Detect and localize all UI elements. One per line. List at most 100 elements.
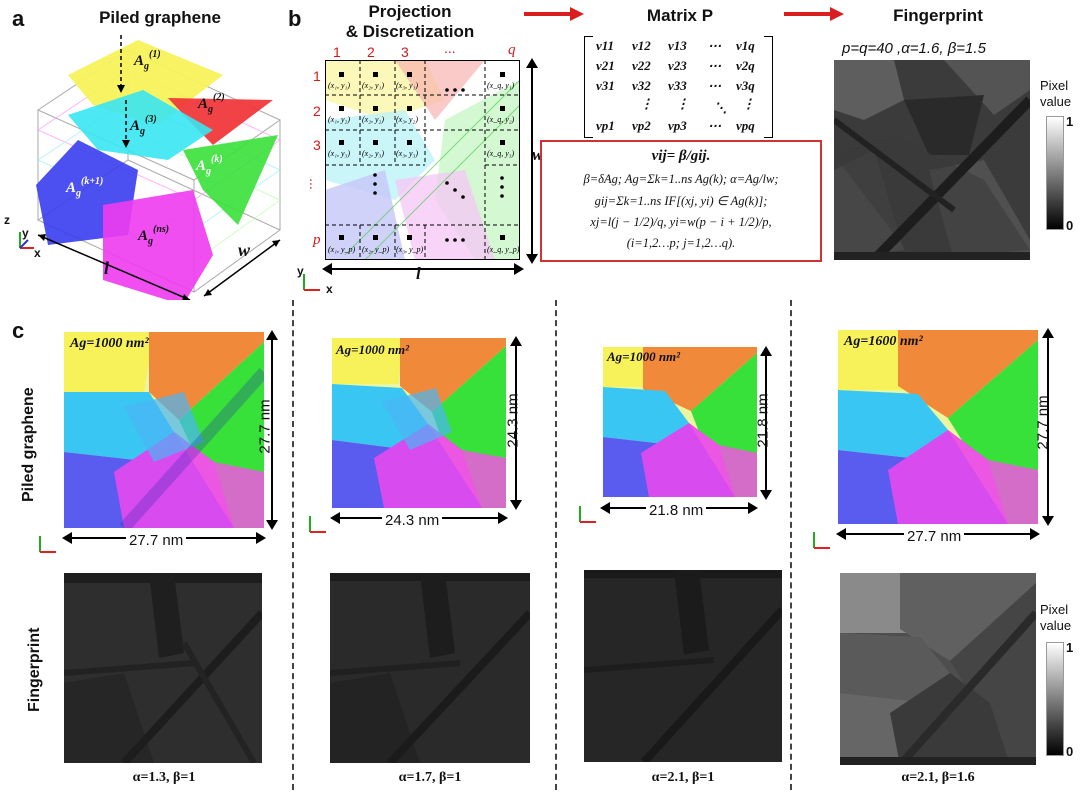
m-2-0: v31 (596, 78, 615, 93)
colorbar-title-2-c: value (1040, 618, 1072, 633)
m-4-2: vp3 (668, 118, 687, 133)
svg-text:(x_q, y₂): (x_q, y₂) (487, 115, 515, 124)
m-1-4: v2q (736, 58, 755, 73)
dim-h-label-1: 27.7 nm (126, 532, 187, 549)
separator-3 (790, 300, 792, 790)
colorbar-title-1-c: Pixel (1040, 602, 1069, 617)
dim-h-label-4: 27.7 nm (904, 528, 965, 545)
svg-text:(x₁, y₃): (x₁, y₃) (328, 149, 350, 158)
fingerprint-1 (64, 573, 262, 763)
dim-h-label-2: 24.3 nm (382, 512, 443, 529)
dim-v-arrow-1 (266, 330, 278, 530)
m-2-4: v3q (736, 78, 755, 93)
row-label-2: 2 (313, 103, 321, 119)
m-0-0: v11 (596, 38, 615, 53)
colorbar-b (1046, 116, 1064, 230)
area-label-1: Ag=1000 nm² (70, 336, 149, 351)
m-4-0: vp1 (596, 118, 615, 133)
area-label-4: Ag=1600 nm² (844, 334, 923, 349)
fingerprint-3 (584, 570, 782, 762)
axes-b (303, 274, 320, 291)
m-2-1: v32 (632, 78, 651, 93)
svg-text:(x_q, y₁): (x_q, y₁) (487, 81, 515, 90)
m-2-3: ⋯ (708, 78, 721, 93)
formula-xy: xj=l(j − 1/2)/q, yi=w(p − i + 1/2)/p, (590, 215, 772, 229)
layer-3-cyan (68, 90, 213, 160)
row-label-1: 1 (313, 68, 321, 84)
m-4-3: ⋯ (708, 118, 721, 133)
m-3-2: ⋱ (714, 100, 727, 115)
piled-graphene-1: Ag=1000 nm² (64, 332, 264, 528)
colorbar-min-c: 0 (1066, 744, 1074, 759)
dim-v-label-4: 27.7 nm (1034, 395, 1052, 450)
svg-text:(x₃, y₃): (x₃, y₃) (396, 149, 418, 158)
axis-y-a: y (22, 226, 29, 240)
panel-a-title: Piled graphene (99, 8, 221, 27)
fingerprint-b (834, 60, 1030, 260)
matrix-p: v11 v12 v13 ⋯ v1q v21 v22 v23 ⋯ v2q v31 … (596, 38, 766, 138)
dim-v-label-2: 24.3 nm (504, 393, 522, 448)
svg-text:(x₁, y₂): (x₁, y₂) (328, 115, 350, 124)
caption-1: α=1.3, β=1 (132, 770, 196, 785)
fingerprint-4 (840, 573, 1036, 765)
caption-4: α=2.1, β=1.6 (901, 770, 975, 785)
piled-graphene-3: Ag=1000 nm² (603, 347, 757, 497)
dim-w-b: w (532, 145, 544, 164)
axes-c-1 (39, 536, 56, 553)
svg-text:(x₁, y_p): (x₁, y_p) (328, 245, 356, 254)
col-label-dots: ... (444, 40, 456, 56)
caption-2: α=1.7, β=1 (398, 770, 462, 785)
m-1-2: v23 (668, 58, 687, 73)
dim-v-arrow-4 (1042, 328, 1054, 526)
piled-graphene-3d: Ag(1) Ag(2) Ag(3) Ag(k) Ag(k+1) Ag(ns) (19, 35, 282, 300)
m-3-0: ⋮ (640, 96, 653, 111)
m-4-1: vp2 (632, 118, 651, 133)
colorbar-min-b: 0 (1066, 218, 1074, 233)
area-label-3: Ag=1000 nm² (607, 349, 681, 364)
row-label-p: p (313, 232, 321, 248)
formula-gij: gij=Σk=1..ns IF[(xj, yi) ∈ Ag(k)]; (594, 194, 768, 208)
colorbar-max-c: 1 (1066, 640, 1074, 655)
dim-v-label-3: 21.8 nm (754, 393, 772, 448)
row-label-fingerprint: Fingerprint (26, 627, 43, 712)
step-projection: Projection (368, 2, 452, 21)
m-0-1: v12 (632, 38, 651, 53)
axis-z-a: z (4, 213, 10, 227)
fingerprint-2 (330, 573, 530, 763)
arrow-2 (784, 7, 844, 21)
svg-text:(x_q, y_p): (x_q, y_p) (487, 245, 520, 254)
m-0-2: v13 (668, 38, 687, 53)
dim-w-a: w (238, 240, 251, 260)
dim-l-a: l (104, 258, 110, 278)
axes-c-2 (309, 516, 326, 533)
dim-v-label-1: 27.7 nm (256, 399, 274, 454)
panel-c-label: c (12, 318, 25, 343)
formula-vij: vij= β/gij. (651, 148, 711, 164)
m-3-1: ⋮ (676, 96, 689, 111)
m-0-3: ⋯ (708, 38, 721, 53)
projection-grid: (x₁, y₁) (x₂, y₁) (x₃, y₁) (x_q, y₁) (x₁, y… (325, 60, 520, 260)
formula-box: vij= β/gij. β=δAg; Ag=Σk=1..ns Ag(k); α=… (540, 140, 822, 262)
step-discretization: & Discretization (345, 22, 475, 41)
m-4-4: vpq (736, 118, 755, 133)
svg-text:(x₃, y₂): (x₃, y₂) (396, 115, 418, 124)
matrix-bracket-left (584, 36, 593, 138)
axis-y-b: y (297, 264, 304, 278)
caption-3: α=2.1, β=1 (651, 770, 715, 785)
svg-text:(x₁, y₁): (x₁, y₁) (328, 81, 350, 90)
axis-x-b: x (326, 282, 333, 296)
m-1-0: v21 (596, 58, 615, 73)
dim-h-label-3: 21.8 nm (646, 502, 707, 519)
svg-text:(x₃, y_p): (x₃, y_p) (396, 245, 424, 254)
panel-b-label: b (288, 6, 302, 31)
svg-text:(x_q, y₃): (x_q, y₃) (487, 149, 515, 158)
svg-text:(x₂, y_p): (x₂, y_p) (362, 245, 390, 254)
colorbar-c (1046, 642, 1064, 756)
area-label-2: Ag=1000 nm² (336, 342, 410, 357)
separator-2 (555, 300, 557, 790)
arrow-1 (524, 7, 584, 21)
col-label-3: 3 (401, 44, 409, 60)
axes-c-3 (579, 506, 596, 523)
axes-c-4 (813, 532, 830, 549)
svg-text:(x₂, y₁): (x₂, y₁) (362, 81, 384, 90)
